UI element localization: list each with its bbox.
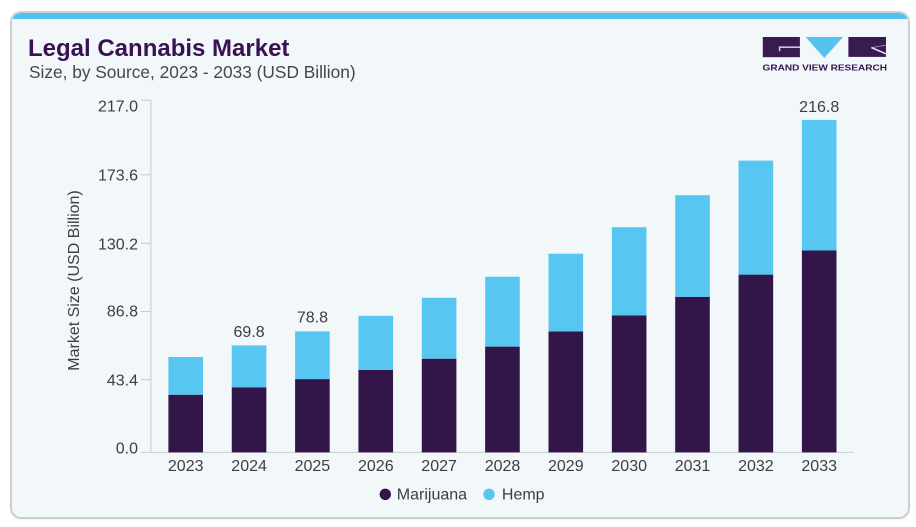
svg-text:2031: 2031 <box>675 458 711 475</box>
svg-text:Market Size (USD Billion): Market Size (USD Billion) <box>66 190 83 370</box>
svg-text:0.0: 0.0 <box>116 440 138 457</box>
svg-text:2024: 2024 <box>231 458 267 475</box>
svg-text:69.8: 69.8 <box>234 324 265 341</box>
svg-text:2028: 2028 <box>485 458 521 475</box>
svg-text:Hemp: Hemp <box>502 487 545 504</box>
svg-text:2026: 2026 <box>358 458 394 475</box>
svg-text:2030: 2030 <box>611 458 647 475</box>
svg-text:43.4: 43.4 <box>107 372 138 389</box>
svg-text:173.6: 173.6 <box>98 167 138 184</box>
svg-text:GRAND VIEW RESEARCH: GRAND VIEW RESEARCH <box>763 64 888 73</box>
svg-text:86.8: 86.8 <box>107 304 138 321</box>
svg-text:216.8: 216.8 <box>799 99 839 116</box>
svg-text:2023: 2023 <box>168 458 204 475</box>
svg-text:78.8: 78.8 <box>297 310 328 327</box>
svg-text:2029: 2029 <box>548 458 584 475</box>
svg-text:2033: 2033 <box>801 458 837 475</box>
svg-text:217.0: 217.0 <box>98 98 138 115</box>
svg-text:130.2: 130.2 <box>98 236 138 253</box>
svg-text:Marijuana: Marijuana <box>397 487 467 504</box>
svg-text:2027: 2027 <box>421 458 457 475</box>
svg-text:2032: 2032 <box>738 458 774 475</box>
svg-text:2025: 2025 <box>295 458 331 475</box>
